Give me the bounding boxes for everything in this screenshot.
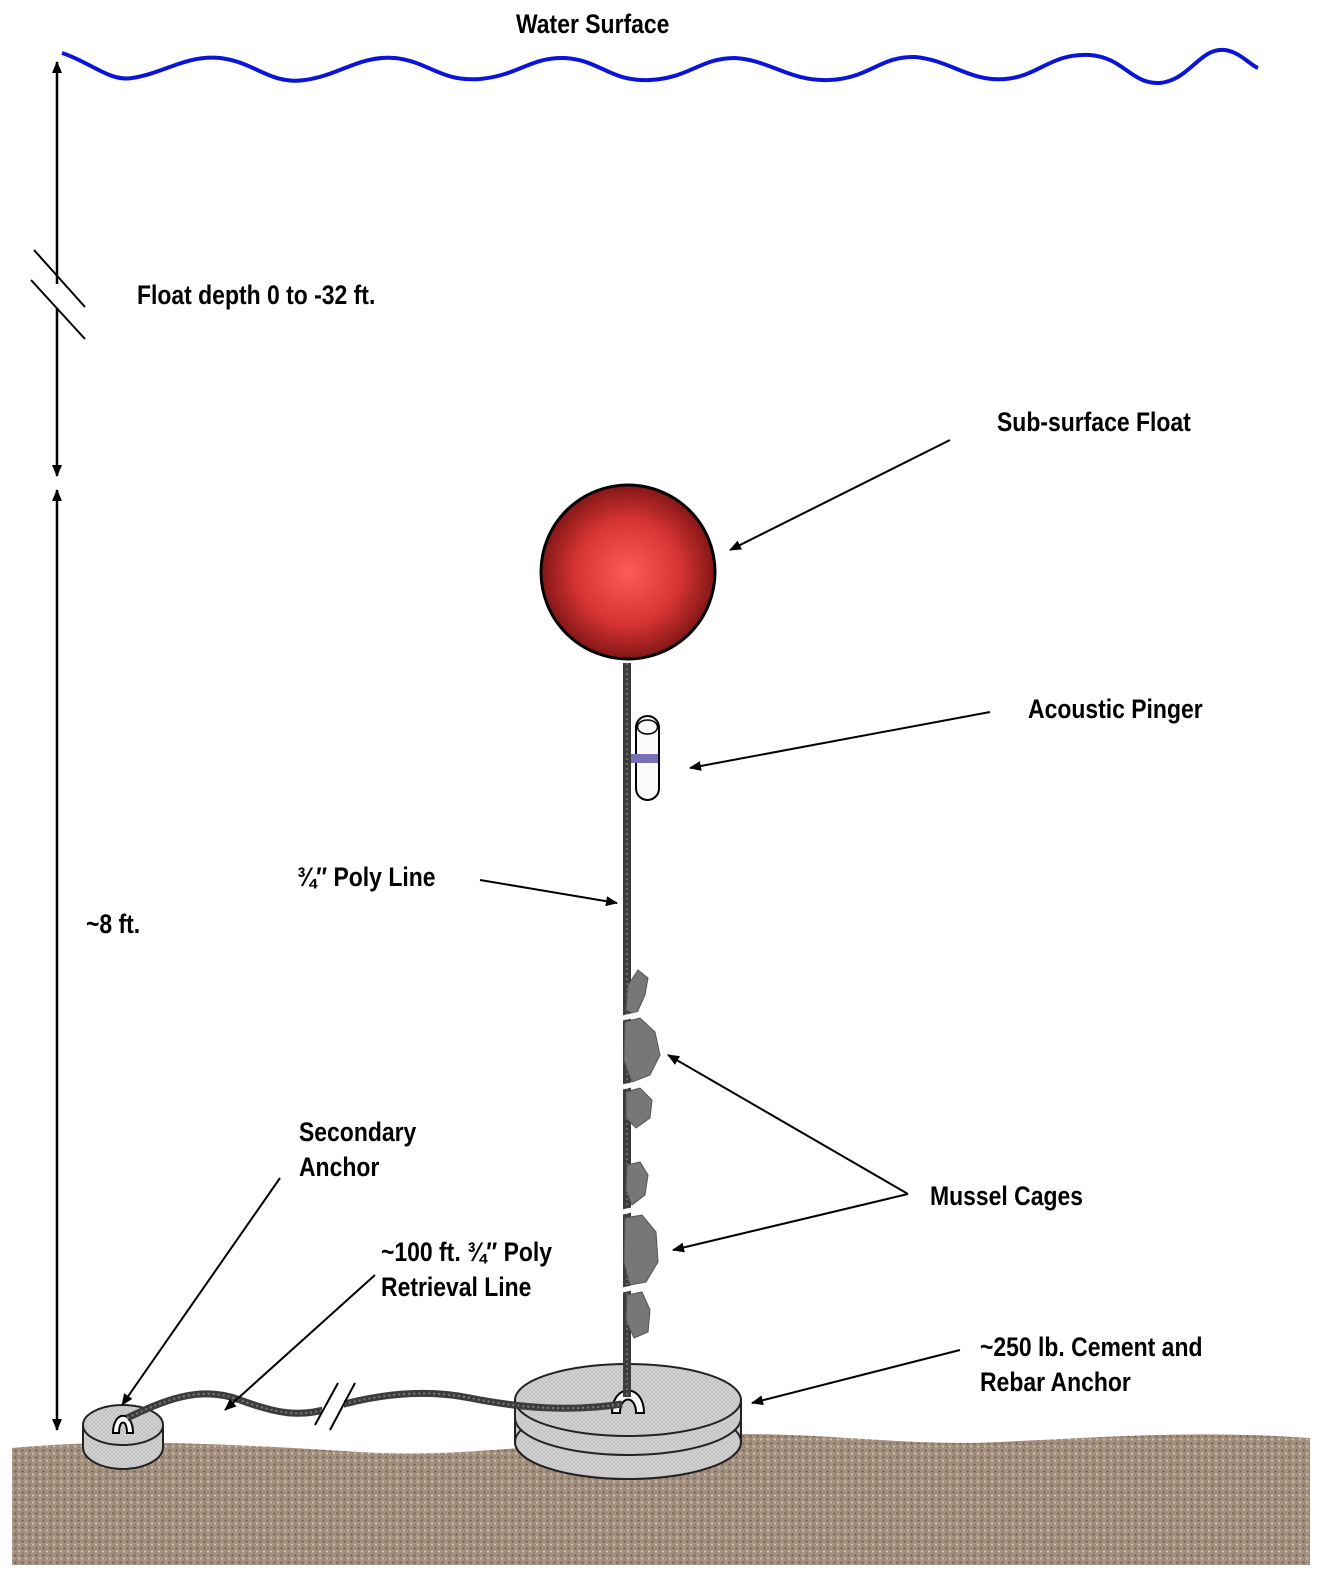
secondary-anchor	[82, 1404, 164, 1470]
main-anchor	[514, 1363, 742, 1480]
mussel-cages-label: Mussel Cages	[930, 1181, 1083, 1211]
mussel-cages	[623, 969, 661, 1339]
break-mark-retrieval-2	[329, 1382, 356, 1431]
retrieval-line-label-line2: Retrieval Line	[381, 1272, 532, 1302]
water-surface-line	[61, 47, 1259, 86]
poly-line-arrow	[479, 879, 618, 907]
pinger-band	[631, 754, 658, 763]
mussel-cages-arrow-upper	[667, 1054, 909, 1195]
sub-surface-float-label: Sub-surface Float	[997, 407, 1191, 437]
retrieval-line-label-line1: ~100 ft. ¾″ Poly	[381, 1237, 552, 1267]
secondary-anchor-label-line2: Anchor	[299, 1152, 380, 1182]
mussel-cages-arrow-lower	[672, 1193, 909, 1253]
sub-surface-float-arrow	[729, 439, 951, 551]
main-anchor-label-line1: ~250 lb. Cement and	[980, 1332, 1202, 1362]
break-mark-top	[33, 249, 86, 308]
secondary-anchor-arrow	[121, 1177, 281, 1406]
float-depth-label: Float depth 0 to -32 ft.	[137, 280, 375, 310]
retrieval-line-arrow	[224, 1274, 376, 1411]
secondary-anchor-eye	[111, 1414, 135, 1434]
water-surface-label: Water Surface	[516, 9, 669, 39]
acoustic-pinger-label: Acoustic Pinger	[1028, 694, 1203, 724]
break-mark-retrieval-1	[314, 1382, 339, 1426]
acoustic-pinger	[631, 715, 660, 801]
acoustic-pinger-arrow	[689, 711, 991, 771]
height-label: ~8 ft.	[86, 909, 140, 939]
sediment-bottom	[12, 1434, 1310, 1565]
main-anchor-arrow	[751, 1349, 961, 1406]
poly-line-label: ¾″ Poly Line	[297, 862, 436, 892]
secondary-anchor-label-line1: Secondary	[299, 1117, 416, 1147]
main-anchor-label-line2: Rebar Anchor	[980, 1367, 1131, 1397]
break-mark-bottom	[30, 279, 86, 340]
sub-surface-float	[539, 483, 717, 661]
